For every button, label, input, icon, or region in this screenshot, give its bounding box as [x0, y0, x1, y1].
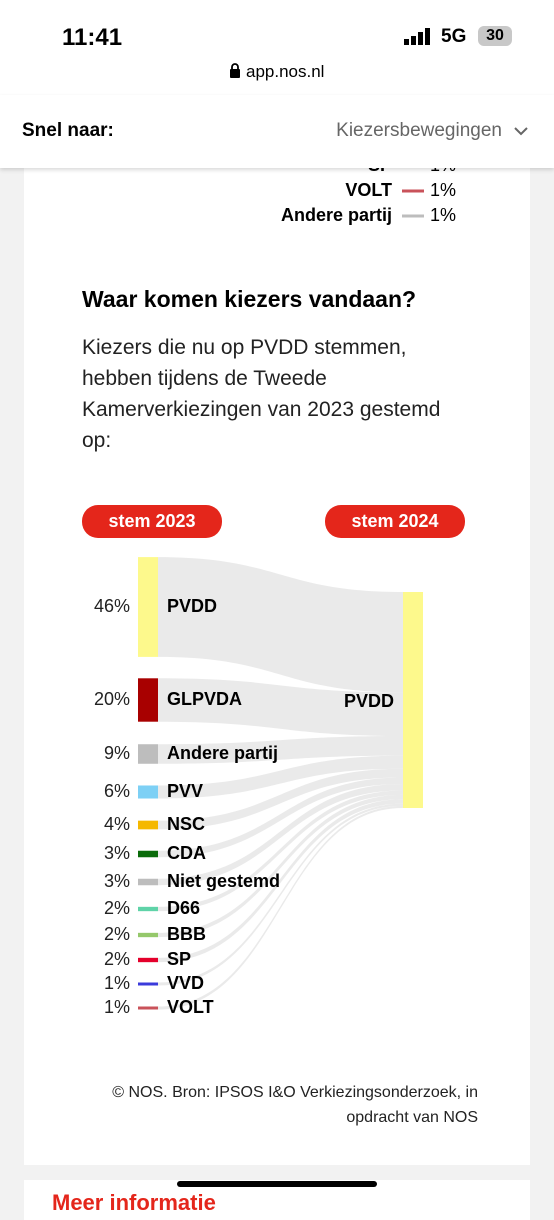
category-label: NSC [167, 814, 205, 834]
category-label: CDA [167, 843, 206, 863]
source-bar [138, 744, 158, 764]
pill-label: stem 2023 [108, 511, 195, 531]
value-label: 2% [104, 924, 130, 944]
flow [158, 557, 403, 693]
section-description: Kiezers die nu op PVDD stemmen, hebben t… [82, 336, 441, 452]
source-bar [138, 820, 158, 830]
flow [158, 736, 403, 764]
section-title: Waar komen kiezers vandaan? [82, 286, 417, 312]
legend-value: 1% [430, 205, 456, 225]
source-bar [138, 1006, 158, 1010]
category-label: D66 [167, 898, 200, 918]
pill [325, 505, 465, 538]
flow [158, 768, 403, 830]
target-bar [403, 592, 423, 808]
source-bar [138, 878, 158, 886]
category-label: PVV [167, 781, 203, 801]
value-label: 3% [104, 871, 130, 891]
lock-icon [230, 63, 240, 78]
category-label: VOLT [167, 997, 214, 1017]
battery: 30 [478, 26, 512, 46]
next-card-title[interactable]: Meer informatie [52, 1190, 216, 1215]
flow [158, 755, 403, 799]
target-label: PVDD [344, 691, 394, 711]
category-label: VVD [167, 973, 204, 993]
value-label: 20% [94, 689, 130, 709]
pill [82, 505, 222, 538]
flow [158, 805, 403, 1010]
network: 5G [441, 26, 467, 47]
pill-label: stem 2024 [351, 511, 438, 531]
category-label: BBB [167, 924, 206, 944]
source-bar [138, 557, 158, 657]
url[interactable]: app.nos.nl [246, 62, 325, 81]
value-label: 1% [104, 997, 130, 1017]
quick-nav[interactable]: Snel naar: Kiezersbewegingen [0, 95, 554, 168]
source-bar [138, 982, 158, 986]
flow [158, 803, 403, 986]
value-label: 4% [104, 814, 130, 834]
nav-label: Snel naar: [22, 120, 114, 141]
flow [158, 799, 403, 963]
legend-name: VOLT [345, 180, 392, 200]
legend-value: 1% [430, 180, 456, 200]
status-bar: 11:41 5G 30 app.nos.nl [0, 0, 554, 95]
value-label: 9% [104, 743, 130, 763]
source-bar [138, 850, 158, 858]
category-label: Andere partij [167, 743, 278, 763]
source-bar [138, 957, 158, 963]
flow [158, 777, 403, 858]
value-label: 1% [104, 973, 130, 993]
source-bar [138, 678, 158, 722]
value-label: 3% [104, 843, 130, 863]
category-label: SP [167, 949, 191, 969]
legend-name: Andere partij [281, 205, 392, 225]
nav-select[interactable]: Kiezersbewegingen [336, 120, 502, 141]
flow [158, 794, 403, 938]
category-label: Niet gestemd [167, 871, 280, 891]
signal-icon [404, 28, 430, 45]
category-label: PVDD [167, 596, 217, 616]
flow [158, 784, 403, 886]
category-label: GLPVDA [167, 689, 242, 709]
sankey-chart: SP 1% VOLT 1% Andere partij 1% stem 2023 stem 2… [82, 155, 465, 1017]
source-bar [138, 785, 158, 799]
chevron [514, 127, 528, 136]
value-label: 46% [94, 596, 130, 616]
flow [158, 790, 403, 912]
value-label: 6% [104, 781, 130, 801]
flows [158, 557, 403, 1010]
flow [158, 678, 403, 736]
source-bar [138, 932, 158, 938]
source-note: © NOS. Bron: IPSOS I&O Verkiezingsonderz… [112, 1084, 478, 1126]
time: 11:41 [62, 24, 123, 51]
home-indicator [177, 1181, 377, 1187]
source-bar [138, 906, 158, 912]
value-label: 2% [104, 949, 130, 969]
battery-level: 30 [486, 27, 504, 44]
value-label: 2% [104, 898, 130, 918]
